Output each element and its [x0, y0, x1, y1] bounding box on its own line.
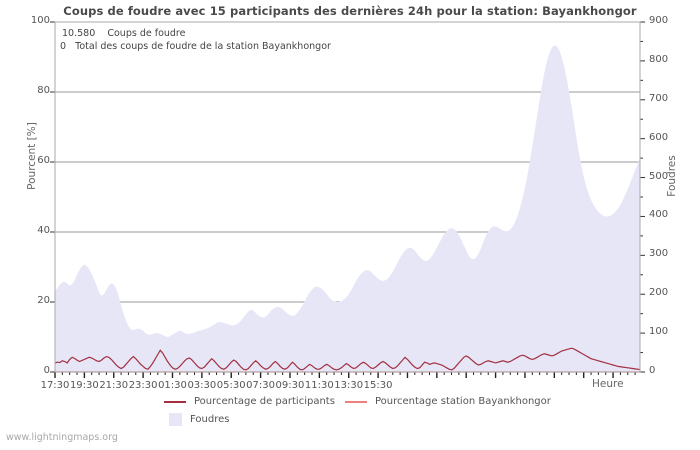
annotation-label: Total des coups de foudre de la station … — [75, 41, 331, 52]
participants-percentage-line-series — [54, 347, 641, 371]
x-tick-label: 19:30 — [69, 380, 99, 391]
x-tick-label: 17:30 — [40, 380, 70, 391]
right-tick-label: 0 — [649, 365, 656, 376]
x-tick-label: 21:30 — [99, 380, 129, 391]
left-tick-label: 60 — [37, 155, 50, 166]
legend-item-participants[interactable]: Pourcentage de participants — [164, 396, 335, 407]
legend-item-station[interactable]: Pourcentage station Bayankhongor — [345, 396, 551, 407]
x-tick-label: 13:30 — [334, 380, 364, 391]
legend-label-participants: Pourcentage de participants — [194, 396, 335, 407]
annotation-total-strokes: 10.580 Coups de foudre — [62, 28, 185, 39]
legend-line-swatch-participants — [164, 400, 186, 403]
legend-line-swatch-station — [345, 400, 367, 403]
annotation-value: 10.580 — [62, 28, 96, 39]
legend-item-foudres[interactable]: Foudres — [164, 413, 229, 426]
left-tick-label: 0 — [43, 365, 50, 376]
x-tick-label: 05:30 — [216, 380, 246, 391]
legend-area-swatch-foudres — [169, 413, 182, 426]
right-tick-label: 400 — [649, 209, 669, 221]
left-tick-label: 20 — [37, 295, 50, 306]
left-tick-label: 100 — [30, 15, 50, 26]
left-tick-label: 40 — [37, 225, 50, 236]
right-tick-label: 500 — [649, 170, 669, 182]
right-tick-label: 100 — [649, 326, 669, 338]
left-tick-label: 80 — [37, 85, 50, 96]
legend-label-station: Pourcentage station Bayankhongor — [375, 396, 551, 407]
x-tick-label: 07:30 — [246, 380, 275, 391]
right-tick-label: 700 — [649, 92, 669, 104]
x-tick-label: 11:30 — [304, 380, 334, 391]
right-tick-label: 800 — [649, 53, 669, 65]
legend-label-foudres: Foudres — [190, 414, 230, 425]
watermark: www.lightningmaps.org — [6, 432, 118, 443]
page-title: Coups de foudre avec 15 participants des… — [63, 4, 637, 18]
x-tick-label: 03:30 — [187, 380, 217, 391]
annotation-value: 0 — [60, 41, 67, 52]
x-tick-label: 09:30 — [275, 380, 305, 391]
lightning-area-series — [55, 45, 640, 372]
annotation-station-strokes: 0 Total des coups de foudre de la statio… — [60, 41, 331, 52]
right-tick-label: 900 — [649, 15, 669, 26]
annotation-label: Coups de foudre — [107, 28, 186, 39]
right-tick-label: 600 — [649, 131, 669, 143]
x-tick-label: 15:30 — [363, 380, 393, 391]
x-tick-label: 23:30 — [128, 380, 158, 391]
x-axis-title: Heure — [592, 378, 624, 390]
plot-frame — [54, 21, 641, 373]
x-tick-label: 01:30 — [158, 380, 187, 391]
right-tick-label: 300 — [649, 248, 669, 260]
right-tick-label: 200 — [649, 287, 669, 299]
